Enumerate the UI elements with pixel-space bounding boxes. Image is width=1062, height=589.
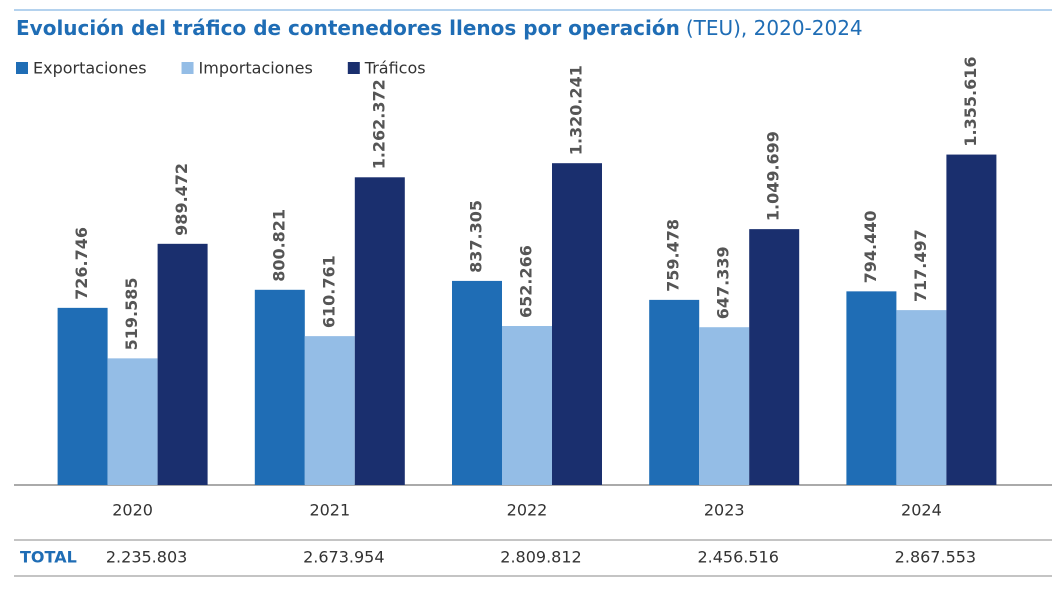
bar: [304, 336, 355, 485]
bar: [502, 326, 552, 485]
chart-title: Evolución del tráfico de contenedores ll…: [16, 16, 680, 40]
x-tick-label: 2023: [704, 501, 745, 520]
data-label: 1.320.241: [567, 65, 586, 155]
total-value: 2.809.812: [500, 548, 581, 567]
bar: [749, 229, 800, 485]
legend-swatch: [16, 62, 28, 74]
bar: [846, 291, 897, 485]
bar: [354, 177, 405, 486]
x-tick-label: 2020: [112, 501, 153, 520]
legend-label: Exportaciones: [33, 59, 147, 78]
data-label: 519.585: [122, 277, 141, 350]
data-label: 794.440: [861, 210, 880, 283]
chart-title-row: Evolución del tráfico de contenedores ll…: [16, 16, 863, 40]
legend-swatch: [181, 62, 194, 74]
bar: [254, 289, 305, 485]
bar: [107, 358, 158, 485]
data-label: 837.305: [467, 200, 486, 273]
data-label: 610.761: [319, 255, 338, 328]
total-value: 2.456.516: [697, 548, 778, 567]
bar: [157, 243, 208, 485]
data-label: 717.497: [911, 229, 930, 302]
bar: [57, 307, 108, 485]
x-tick-label: 2021: [309, 501, 350, 520]
data-label: 989.472: [172, 163, 191, 236]
legend-label: Importaciones: [199, 59, 313, 78]
data-label: 759.478: [664, 219, 683, 292]
bar: [946, 154, 997, 485]
data-label: 652.266: [517, 245, 536, 318]
bar: [552, 163, 602, 485]
data-label: 1.262.372: [369, 79, 388, 169]
x-tick-label: 2024: [901, 501, 942, 520]
total-value: 2.235.803: [106, 548, 187, 567]
total-value: 2.673.954: [303, 548, 384, 567]
chart-subtitle: (TEU), 2020-2024: [686, 16, 863, 40]
bar: [896, 310, 947, 485]
total-value: 2.867.553: [895, 548, 976, 567]
x-tick-label: 2022: [507, 501, 548, 520]
bar: [649, 299, 700, 485]
bar: [452, 280, 502, 485]
data-label: 800.821: [269, 209, 288, 282]
data-label: 1.049.699: [764, 131, 783, 221]
legend-swatch: [347, 62, 360, 74]
total-label: TOTAL: [20, 548, 77, 567]
data-label: 1.355.616: [961, 56, 980, 146]
bar: [699, 327, 750, 485]
data-label: 647.339: [714, 246, 733, 319]
legend-label: Tráficos: [364, 59, 426, 78]
data-label: 726.746: [72, 227, 91, 300]
